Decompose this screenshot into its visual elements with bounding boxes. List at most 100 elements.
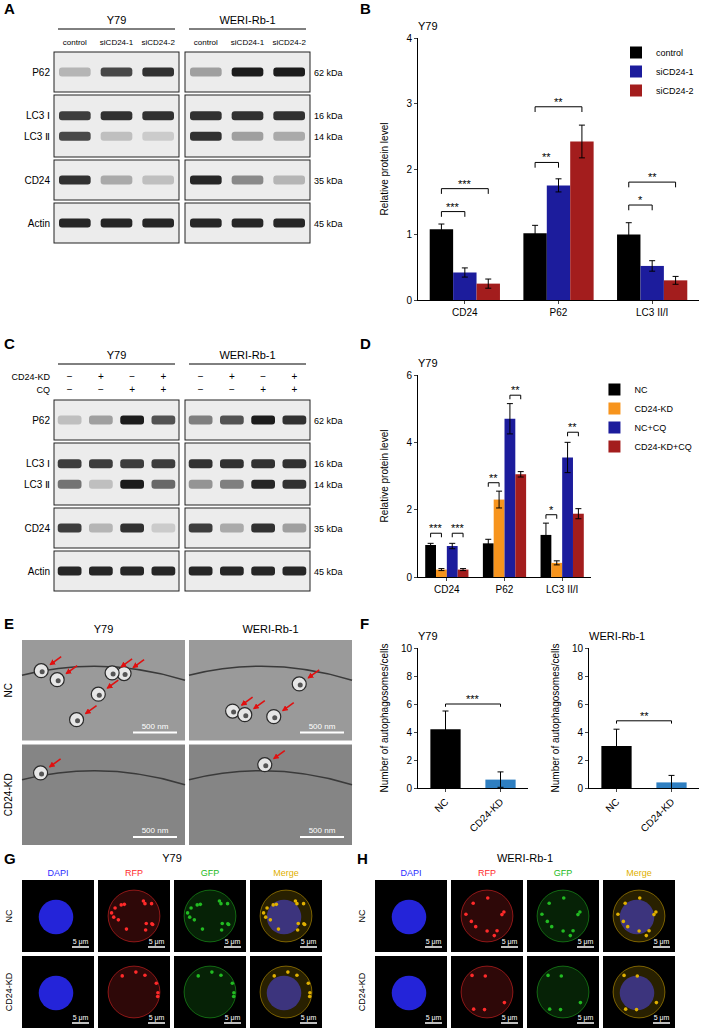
svg-text:F: F (360, 615, 369, 632)
svg-text:35 kDa: 35 kDa (314, 524, 343, 534)
svg-text:0: 0 (406, 295, 412, 306)
svg-text:***: *** (429, 522, 443, 534)
svg-text:C: C (4, 335, 15, 352)
svg-text:***: *** (458, 178, 472, 190)
svg-text:35 kDa: 35 kDa (314, 176, 343, 186)
svg-text:16 kDa: 16 kDa (314, 459, 343, 469)
svg-text:RFP: RFP (478, 868, 496, 878)
svg-text:+: + (129, 384, 135, 395)
svg-text:control: control (63, 38, 87, 47)
svg-text:CD24-KD: CD24-KD (638, 796, 676, 834)
svg-text:NC: NC (603, 796, 621, 814)
svg-text:4: 4 (406, 33, 412, 44)
svg-text:16 kDa: 16 kDa (314, 111, 343, 121)
svg-text:5 μm: 5 μm (149, 1014, 165, 1022)
svg-text:siCD24-1: siCD24-1 (656, 67, 694, 77)
svg-text:LC3 Ⅰ: LC3 Ⅰ (26, 110, 50, 121)
svg-text:Y79: Y79 (418, 20, 438, 32)
svg-text:WERI-Rb-1: WERI-Rb-1 (219, 349, 275, 361)
svg-text:GFP: GFP (201, 868, 220, 878)
svg-text:CD24-KD: CD24-KD (357, 972, 367, 1011)
svg-text:+: + (160, 384, 166, 395)
svg-text:6: 6 (406, 370, 412, 381)
svg-text:2: 2 (406, 755, 412, 766)
svg-text:Y79: Y79 (107, 14, 127, 26)
svg-text:Y79: Y79 (107, 349, 127, 361)
svg-text:500 nm: 500 nm (309, 826, 336, 835)
svg-text:3: 3 (406, 98, 412, 109)
svg-text:1: 1 (406, 229, 412, 240)
svg-text:CQ: CQ (37, 385, 51, 395)
svg-text:−: − (98, 384, 104, 395)
svg-text:5 μm: 5 μm (301, 1014, 317, 1022)
svg-text:CD24-KD: CD24-KD (3, 773, 14, 816)
svg-text:62 kDa: 62 kDa (314, 68, 343, 78)
svg-text:CD24-KD+CQ: CD24-KD+CQ (634, 442, 691, 452)
svg-text:LC3 Ⅱ: LC3 Ⅱ (24, 131, 50, 142)
svg-text:NC: NC (3, 683, 14, 697)
svg-text:siCD24-2: siCD24-2 (272, 38, 306, 47)
svg-text:Actin: Actin (28, 566, 50, 577)
svg-text:LC3 II/I: LC3 II/I (636, 307, 668, 318)
svg-text:5 μm: 5 μm (654, 1014, 670, 1022)
svg-text:**: ** (554, 96, 563, 108)
svg-text:+: + (160, 371, 166, 382)
svg-text:2: 2 (406, 504, 412, 515)
svg-text:5 μm: 5 μm (502, 938, 518, 946)
svg-text:5 μm: 5 μm (149, 938, 165, 946)
svg-text:2: 2 (577, 755, 583, 766)
svg-text:E: E (4, 615, 14, 632)
svg-text:0: 0 (577, 783, 583, 794)
svg-text:5 μm: 5 μm (426, 1014, 442, 1022)
svg-text:Merge: Merge (273, 868, 299, 878)
svg-text:LC3 Ⅰ: LC3 Ⅰ (26, 458, 50, 469)
svg-text:5 μm: 5 μm (73, 1014, 89, 1022)
svg-text:Y79: Y79 (94, 623, 114, 635)
svg-text:Y79: Y79 (162, 852, 182, 864)
svg-text:CD24-KD: CD24-KD (467, 796, 505, 834)
svg-text:**: ** (511, 384, 520, 396)
svg-text:***: *** (446, 201, 460, 213)
svg-text:0: 0 (406, 783, 412, 794)
svg-text:8: 8 (406, 671, 412, 682)
svg-text:***: *** (466, 693, 480, 705)
svg-text:+: + (291, 384, 297, 395)
svg-text:14 kDa: 14 kDa (314, 480, 343, 490)
svg-text:5 μm: 5 μm (73, 938, 89, 946)
svg-text:−: − (229, 384, 235, 395)
svg-text:**: ** (640, 710, 649, 722)
svg-text:DAPI: DAPI (47, 868, 68, 878)
svg-text:P62: P62 (32, 67, 50, 78)
svg-text:**: ** (648, 171, 657, 183)
svg-text:5 μm: 5 μm (301, 938, 317, 946)
svg-text:NC: NC (4, 909, 14, 922)
svg-text:5 μm: 5 μm (225, 938, 241, 946)
svg-text:Y79: Y79 (418, 630, 438, 642)
svg-text:2: 2 (406, 164, 412, 175)
svg-text:4: 4 (577, 727, 583, 738)
svg-text:***: *** (451, 522, 465, 534)
svg-text:62 kDa: 62 kDa (314, 416, 343, 426)
svg-text:CD24: CD24 (24, 175, 50, 186)
svg-text:CD24: CD24 (24, 523, 50, 534)
svg-text:**: ** (542, 151, 551, 163)
svg-text:6: 6 (577, 699, 583, 710)
svg-text:siCD24-2: siCD24-2 (656, 86, 694, 96)
svg-text:DAPI: DAPI (400, 868, 421, 878)
svg-text:RFP: RFP (125, 868, 143, 878)
svg-text:G: G (4, 850, 16, 867)
svg-text:NC: NC (432, 796, 450, 814)
svg-text:B: B (360, 0, 371, 17)
svg-text:CD24-KD: CD24-KD (4, 972, 14, 1011)
svg-text:45 kDa: 45 kDa (314, 567, 343, 577)
svg-text:CD24-KD: CD24-KD (11, 372, 50, 382)
svg-text:siCD24-1: siCD24-1 (231, 38, 265, 47)
svg-text:WERI-Rb-1: WERI-Rb-1 (497, 852, 553, 864)
svg-text:500 nm: 500 nm (142, 722, 169, 731)
svg-text:5 μm: 5 μm (502, 1014, 518, 1022)
svg-text:14 kDa: 14 kDa (314, 132, 343, 142)
svg-text:P62: P62 (550, 307, 568, 318)
svg-text:8: 8 (577, 671, 583, 682)
svg-text:−: − (129, 371, 135, 382)
svg-text:0: 0 (406, 572, 412, 583)
